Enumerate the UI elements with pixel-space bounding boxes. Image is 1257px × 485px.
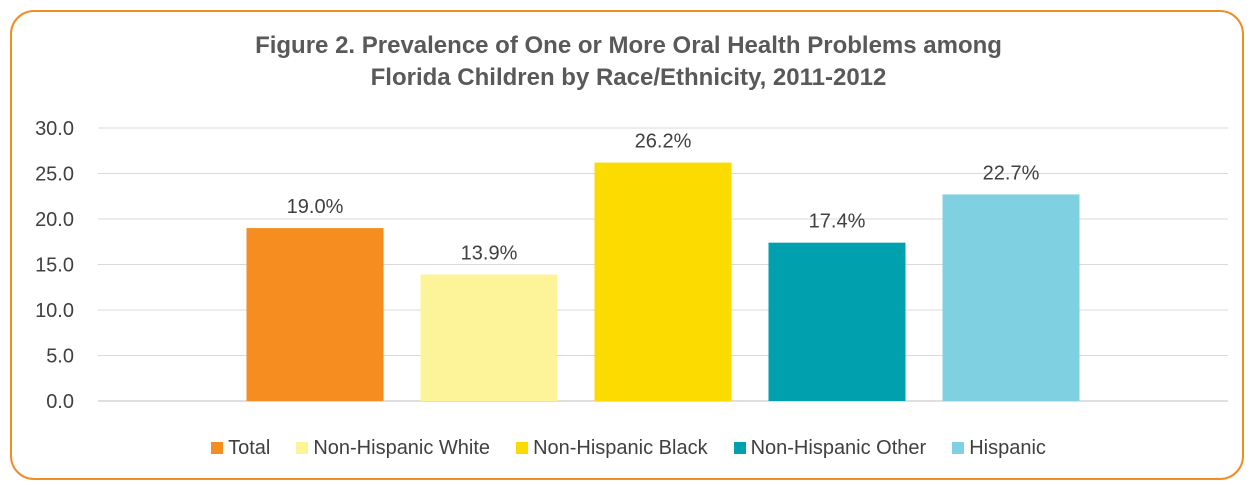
- y-tick-label: 20.0: [35, 209, 74, 231]
- chart-title-line-2: Florida Children by Race/Ethnicity, 2011…: [370, 64, 887, 91]
- legend-item: Hispanic: [952, 437, 1046, 460]
- y-tick-label: 10.0: [35, 300, 74, 322]
- y-tick-label: 0.0: [46, 391, 74, 413]
- y-tick-label: 15.0: [35, 255, 74, 277]
- legend-swatch: [733, 442, 746, 454]
- legend-label: Total: [228, 436, 271, 459]
- legend-item: Non-Hispanic Other: [733, 436, 927, 460]
- legend-swatch: [952, 442, 965, 454]
- legend-swatch: [516, 442, 529, 454]
- chart-legend: Total Non-Hispanic White Non-Hispanic Blac…: [0, 435, 1257, 461]
- y-tick-label: 5.0: [46, 346, 74, 368]
- y-tick-label: 30.0: [35, 118, 74, 140]
- legend-item: Total: [211, 437, 270, 460]
- legend-label: Non-Hispanic Other: [750, 436, 927, 459]
- legend-swatch: [211, 442, 224, 454]
- bar-non-hispanic-other: [768, 242, 906, 401]
- y-tick-label: 25.0: [35, 164, 74, 186]
- bar-non-hispanic-white: [420, 274, 558, 401]
- legend-swatch: [296, 442, 309, 454]
- data-label: 17.4%: [809, 211, 866, 233]
- chart-title: Figure 2. Prevalence of One or More Oral…: [0, 30, 1257, 94]
- legend-label: Non-Hispanic Black: [533, 436, 708, 459]
- data-label: 26.2%: [635, 131, 692, 153]
- legend-item: Non-Hispanic White: [296, 437, 490, 460]
- data-label: 19.0%: [287, 196, 344, 218]
- chart-title-line-1: Figure 2. Prevalence of One or More Oral…: [255, 32, 1002, 59]
- bar-total: [246, 228, 384, 401]
- bar-hispanic: [942, 194, 1080, 401]
- bar-non-hispanic-black: [594, 162, 732, 401]
- legend-label: Non-Hispanic White: [313, 436, 491, 459]
- legend-item: Non-Hispanic Black: [516, 437, 708, 460]
- legend-label: Hispanic: [969, 436, 1046, 459]
- data-label: 13.9%: [461, 243, 518, 265]
- data-label: 22.7%: [983, 162, 1040, 184]
